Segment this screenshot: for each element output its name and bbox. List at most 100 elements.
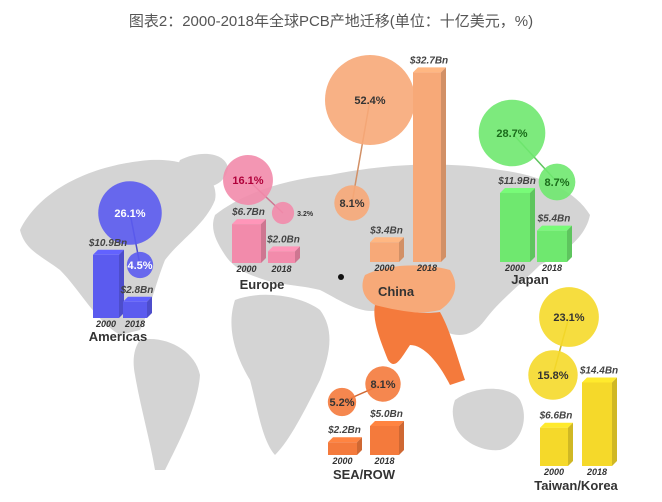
chart-marks: 26.1%4.5%$10.9Bn2000$2.8Bn2018Americas16…	[88, 55, 619, 493]
bar-side-2000	[357, 437, 362, 455]
region-name: Japan	[511, 272, 549, 287]
bar-2018	[582, 382, 612, 466]
bar-top-2000	[500, 187, 535, 193]
share-circle-undefined	[538, 163, 576, 201]
share-label: 8.1%	[370, 379, 395, 391]
value-label: $3.4Bn	[369, 225, 403, 236]
share-circle-undefined	[365, 366, 401, 402]
bar-top-2018	[413, 67, 446, 73]
year-label: 2000	[95, 319, 116, 329]
bar-top-2000	[93, 249, 124, 255]
value-label: $6.6Bn	[539, 411, 573, 422]
bar-side-2000	[568, 422, 573, 466]
bar-side-2000	[261, 219, 266, 263]
south-america-shape	[133, 339, 200, 470]
bar-side-2000	[530, 187, 535, 262]
share-circle-undefined	[539, 287, 599, 347]
bar-2000	[328, 442, 357, 455]
year-label: 2000	[235, 264, 256, 274]
bar-top-2000	[370, 237, 404, 243]
share-circle-undefined	[271, 201, 295, 225]
bar-side-2018	[295, 246, 300, 263]
bar-side-2018	[612, 377, 617, 466]
share-label: 15.8%	[537, 370, 568, 382]
value-label: $2.2Bn	[327, 425, 361, 436]
year-label: 2018	[373, 456, 394, 466]
bar-2018	[370, 426, 399, 455]
world-map	[20, 153, 590, 470]
bar-top-2018	[537, 225, 572, 231]
value-label: $10.9Bn	[88, 238, 127, 249]
value-label: $32.7Bn	[409, 55, 448, 66]
bar-2018	[268, 251, 295, 263]
value-label: $14.4Bn	[579, 365, 618, 376]
share-label: 4.5%	[127, 260, 152, 272]
bar-top-2000	[540, 422, 573, 428]
year-label: 2018	[416, 263, 437, 273]
bar-top-2000	[328, 437, 362, 443]
value-label: $2.8Bn	[120, 285, 154, 296]
bar-2018	[537, 230, 567, 262]
bar-2000	[500, 192, 530, 262]
year-label: 2018	[124, 319, 145, 329]
year-label: 2018	[586, 467, 607, 477]
share-label: 28.7%	[496, 128, 527, 140]
bar-side-2000	[119, 249, 124, 318]
share-label: 3.2%	[297, 211, 314, 218]
africa-shape	[231, 294, 330, 455]
bar-side-2000	[399, 237, 404, 262]
bar-side-2018	[567, 225, 572, 262]
share-circle-undefined	[478, 99, 546, 167]
value-label: $11.9Bn	[497, 176, 536, 187]
bar-2000	[370, 242, 399, 262]
bar-side-2018	[441, 67, 446, 262]
bar-side-2018	[147, 296, 152, 318]
value-label: $6.7Bn	[231, 207, 265, 218]
year-label: 2000	[331, 456, 352, 466]
bar-top-2018	[268, 246, 300, 252]
share-label: 16.1%	[232, 175, 263, 187]
sea-highlight	[374, 305, 465, 385]
year-label: 2000	[504, 263, 525, 273]
bar-2018	[123, 301, 147, 318]
value-label: $2.0Bn	[266, 234, 300, 245]
china-highlight	[362, 265, 456, 313]
bar-2000	[93, 254, 119, 318]
value-label: $5.0Bn	[369, 409, 403, 420]
share-circle-undefined	[327, 387, 357, 417]
location-dot	[338, 274, 344, 280]
bar-2018	[413, 72, 441, 262]
bar-2000	[540, 427, 568, 466]
region-name: Europe	[240, 277, 285, 292]
value-label: $5.4Bn	[537, 214, 571, 225]
greenland-shape	[178, 153, 228, 188]
share-circle-undefined	[325, 55, 415, 145]
share-circle-undefined	[334, 185, 370, 221]
region-name: SEA/ROW	[333, 467, 396, 482]
australia-shape	[452, 388, 524, 451]
region-name: Americas	[89, 329, 148, 344]
share-circle-undefined	[223, 155, 273, 205]
bar-top-2018	[582, 377, 617, 383]
bar-2000	[232, 224, 261, 263]
share-label: 8.1%	[339, 198, 364, 210]
share-label: 26.1%	[114, 208, 145, 220]
region-name: Taiwan/Korea	[534, 478, 618, 493]
year-label: 2018	[270, 264, 291, 274]
bar-side-2018	[399, 421, 404, 455]
bar-top-2018	[370, 421, 404, 426]
share-circle-undefined	[98, 181, 162, 245]
year-label: 2000	[373, 263, 394, 273]
share-circle-undefined	[528, 350, 578, 400]
bar-top-2000	[232, 219, 266, 225]
share-label: 5.2%	[329, 397, 354, 409]
north-america-shape	[20, 159, 216, 335]
share-circle-undefined	[126, 251, 154, 279]
share-label: 8.7%	[544, 177, 569, 189]
share-label: 23.1%	[553, 312, 584, 324]
bar-top-2018	[123, 296, 152, 302]
year-label: 2018	[541, 263, 562, 273]
year-label: 2000	[543, 467, 564, 477]
